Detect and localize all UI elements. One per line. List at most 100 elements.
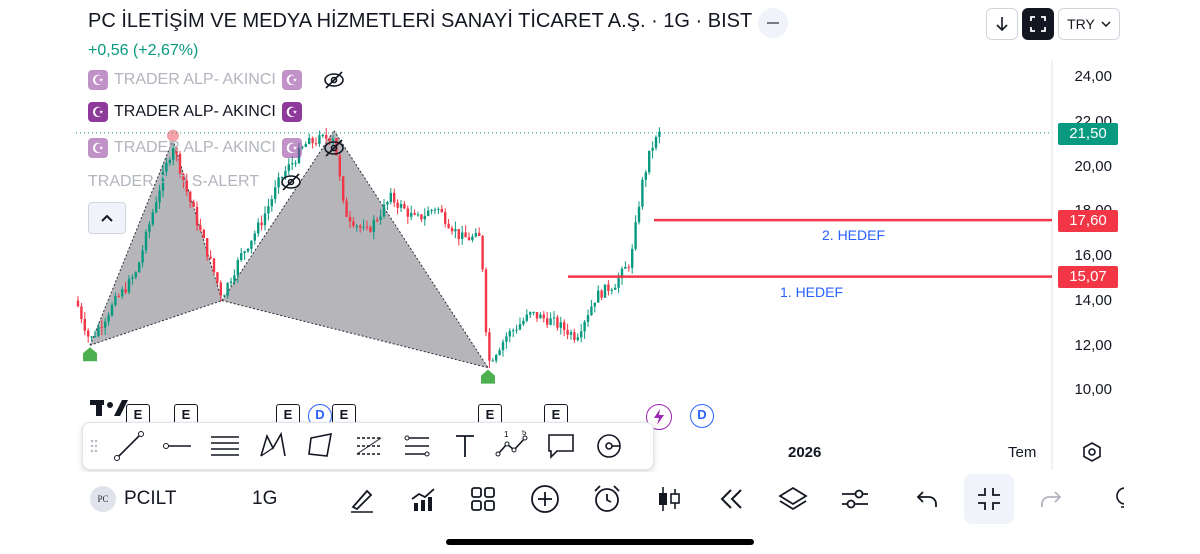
layout-grid-icon[interactable] (466, 482, 500, 516)
candle-body (573, 332, 576, 340)
lightning-event-icon[interactable] (646, 404, 672, 430)
candles-icon[interactable] (652, 482, 686, 516)
candle-body (121, 289, 124, 297)
xabcd-pattern-tool-icon[interactable] (249, 423, 297, 469)
pattern-low-marker (481, 369, 495, 384)
price-tick: 20,00 (1074, 158, 1112, 175)
candle-body (138, 262, 141, 273)
collapse-indicators-button[interactable] (88, 202, 126, 234)
price-chart[interactable] (76, 0, 1124, 470)
time-axis-month: Tem (1008, 444, 1037, 461)
interval-button[interactable]: 1G (252, 488, 278, 509)
more-tools-icon[interactable] (585, 423, 633, 469)
pen-icon[interactable] (344, 482, 378, 516)
candle-body (233, 275, 236, 282)
scroll-to-latest-button[interactable] (986, 8, 1018, 40)
candle-body (76, 300, 80, 307)
candle-body (328, 138, 331, 142)
candle-body (522, 320, 525, 325)
parallel-channel-tool-icon[interactable] (201, 423, 249, 469)
candle-body (566, 329, 569, 335)
fullscreen-button[interactable] (1022, 8, 1054, 40)
horizontal-ray-tool-icon[interactable] (153, 423, 201, 469)
candle-body (556, 317, 559, 328)
candle-body (155, 202, 158, 213)
candle-body (172, 147, 175, 160)
text-tool-icon[interactable] (441, 423, 489, 469)
fib-retracement-tool-icon[interactable] (345, 423, 393, 469)
candle-body (321, 135, 324, 137)
candle-body (406, 208, 409, 217)
candle-body (178, 153, 182, 174)
candle-body (318, 135, 321, 144)
arrow-down-icon (996, 17, 1008, 32)
indicators-icon[interactable] (406, 482, 440, 516)
candle-body (372, 219, 375, 232)
layers-icon[interactable] (776, 482, 810, 516)
eye-off-icon[interactable] (322, 136, 346, 160)
candle-body (644, 172, 647, 180)
settings-sliders-icon[interactable] (838, 482, 872, 516)
fib-extension-tool-icon[interactable] (393, 423, 441, 469)
indicator-row-1[interactable]: ☪ TRADER ALP- AKINCI ☪ (88, 68, 346, 92)
indicator-label: TRADER ALP- AKINCI (114, 139, 276, 156)
candle-body (304, 144, 307, 147)
settings-hex-icon[interactable] (1080, 440, 1104, 464)
candle-body (144, 231, 148, 251)
candle-body (325, 135, 328, 139)
indicator-row-2[interactable]: ☪ TRADER ALP- AKINCI ☪ (88, 102, 302, 122)
candle-body (124, 289, 127, 293)
exit-fullscreen-button[interactable] (964, 474, 1014, 524)
candle-body (294, 163, 297, 165)
trend-line-tool-icon[interactable] (105, 423, 153, 469)
eye-off-icon[interactable] (279, 170, 303, 194)
eye-off-icon[interactable] (322, 68, 346, 92)
pattern-low-marker (83, 347, 97, 362)
replay-icon[interactable] (714, 482, 748, 516)
chart-app: PC İLETİŞİM VE MEDYA HİZMETLERİ SANAYİ T… (76, 0, 1124, 526)
add-icon[interactable] (528, 482, 562, 516)
indicator-row-3[interactable]: ☪ TRADER ALP- AKINCI ☪ (88, 136, 346, 160)
candle-body (549, 318, 552, 325)
candle-body (617, 278, 620, 288)
candle-body (593, 302, 596, 307)
polygon-tool-icon[interactable] (297, 423, 345, 469)
pattern-edge (221, 300, 489, 369)
candle-body (369, 227, 372, 232)
dividend-event[interactable]: D (690, 404, 714, 428)
candle-body (410, 212, 413, 217)
candle-body (420, 214, 423, 220)
candle-body (542, 314, 545, 319)
drag-handle-icon[interactable] (83, 423, 105, 469)
candle-body (457, 229, 460, 239)
currency-label: TRY (1067, 16, 1095, 32)
symbol-button[interactable]: PCILT (124, 488, 177, 509)
candle-body (413, 212, 416, 215)
moon-icon: ☪ (281, 102, 302, 122)
fullscreen-icon (1030, 16, 1046, 32)
candle-body (648, 150, 651, 173)
candle-body (365, 226, 369, 228)
candle-body (529, 312, 532, 315)
moon-icon: ☪ (88, 70, 108, 90)
candle-body (427, 210, 430, 216)
minimize-legend-button[interactable] (758, 8, 788, 38)
candle-body (104, 321, 107, 328)
indicator-label: TRADER ALP- AKINCI (114, 103, 276, 120)
candle-body (345, 200, 348, 217)
candle-body (386, 201, 389, 205)
candle-body (634, 222, 637, 249)
callout-tool-icon[interactable] (537, 423, 585, 469)
candle-series (76, 127, 661, 369)
tradingview-logo (90, 398, 130, 418)
idea-bulb-icon[interactable] (1106, 482, 1124, 516)
candle-body (229, 281, 233, 283)
undo-icon[interactable] (910, 482, 944, 516)
candle-body (444, 212, 447, 224)
currency-select[interactable]: TRY (1058, 8, 1120, 40)
candle-body (467, 237, 471, 241)
candle-body (525, 314, 528, 321)
indicator-row-4[interactable]: TRADER ALP S-ALERT (88, 170, 303, 194)
alarm-icon[interactable] (590, 482, 624, 516)
